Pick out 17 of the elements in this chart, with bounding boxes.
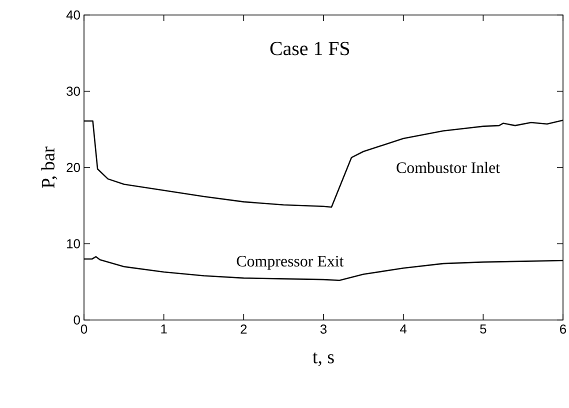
y-tick-label: 0 <box>74 315 80 325</box>
y-axis-title: P, bar <box>41 146 58 188</box>
x-tick-label: 6 <box>560 324 566 334</box>
x-tick-label: 1 <box>161 324 167 334</box>
text: Case 1 FS <box>270 42 350 56</box>
series-label: Combustor Inlet <box>396 162 500 174</box>
x-tick-label: 5 <box>480 324 486 334</box>
y-tick-label: 10 <box>67 239 80 248</box>
x-tick-label: 4 <box>400 324 407 334</box>
y-tick-label: 40 <box>66 10 80 20</box>
x-tick-label: 3 <box>320 324 327 334</box>
y-tick-label: 30 <box>66 86 80 96</box>
x-axis-title: t, s <box>312 352 334 366</box>
x-tick-label: 2 <box>240 324 247 334</box>
y-tick-label: 20 <box>66 162 80 172</box>
x-tick-label: 0 <box>80 324 88 334</box>
series-label: Compressor Exit <box>236 256 344 270</box>
